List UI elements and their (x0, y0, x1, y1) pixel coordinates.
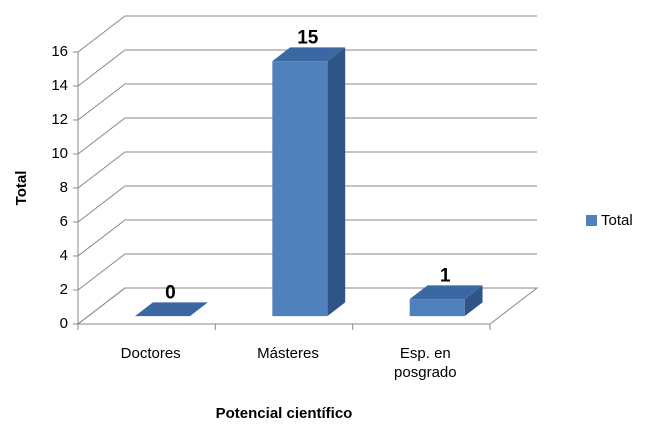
y-tick-label: 14 (51, 77, 68, 94)
bar-front (272, 61, 328, 317)
y-tick-label: 0 (60, 315, 68, 332)
x-tick-label: Doctores (120, 345, 181, 362)
value-label: 0 (165, 283, 176, 304)
y-tick-label: 16 (51, 43, 68, 60)
y-tick-label: 6 (60, 213, 68, 230)
x-axis-title: Potencial científico (216, 405, 353, 422)
bar-top (272, 47, 346, 62)
bar (272, 47, 346, 317)
bar-top (135, 302, 208, 317)
bar (409, 285, 483, 317)
bar-side (464, 285, 483, 317)
legend-label: Total (601, 212, 633, 229)
grid-line (77, 185, 537, 223)
grid-line (77, 49, 537, 87)
y-tick-label: 8 (60, 179, 68, 196)
y-tick-label: 12 (51, 111, 68, 128)
y-tick-label: 10 (51, 145, 68, 162)
value-label: 15 (297, 28, 319, 49)
grid-line (77, 151, 537, 189)
grid-line (77, 15, 537, 53)
y-axis-title: Total (13, 171, 30, 206)
grid-line (77, 287, 537, 325)
bar-side (327, 47, 346, 317)
x-tick-label: Esp. en posgrado (394, 345, 457, 381)
bar-front (409, 299, 465, 317)
value-label: 1 (440, 266, 451, 287)
bar (135, 302, 208, 317)
bar-top (409, 285, 483, 300)
x-tick-label: Másteres (257, 345, 319, 362)
y-tick-label: 4 (60, 247, 68, 264)
grid-line (77, 83, 537, 121)
grid-line (77, 117, 537, 155)
grid-line (77, 219, 537, 257)
y-tick-label: 2 (60, 281, 68, 298)
legend-swatch (586, 215, 597, 226)
grid-line (77, 253, 537, 291)
